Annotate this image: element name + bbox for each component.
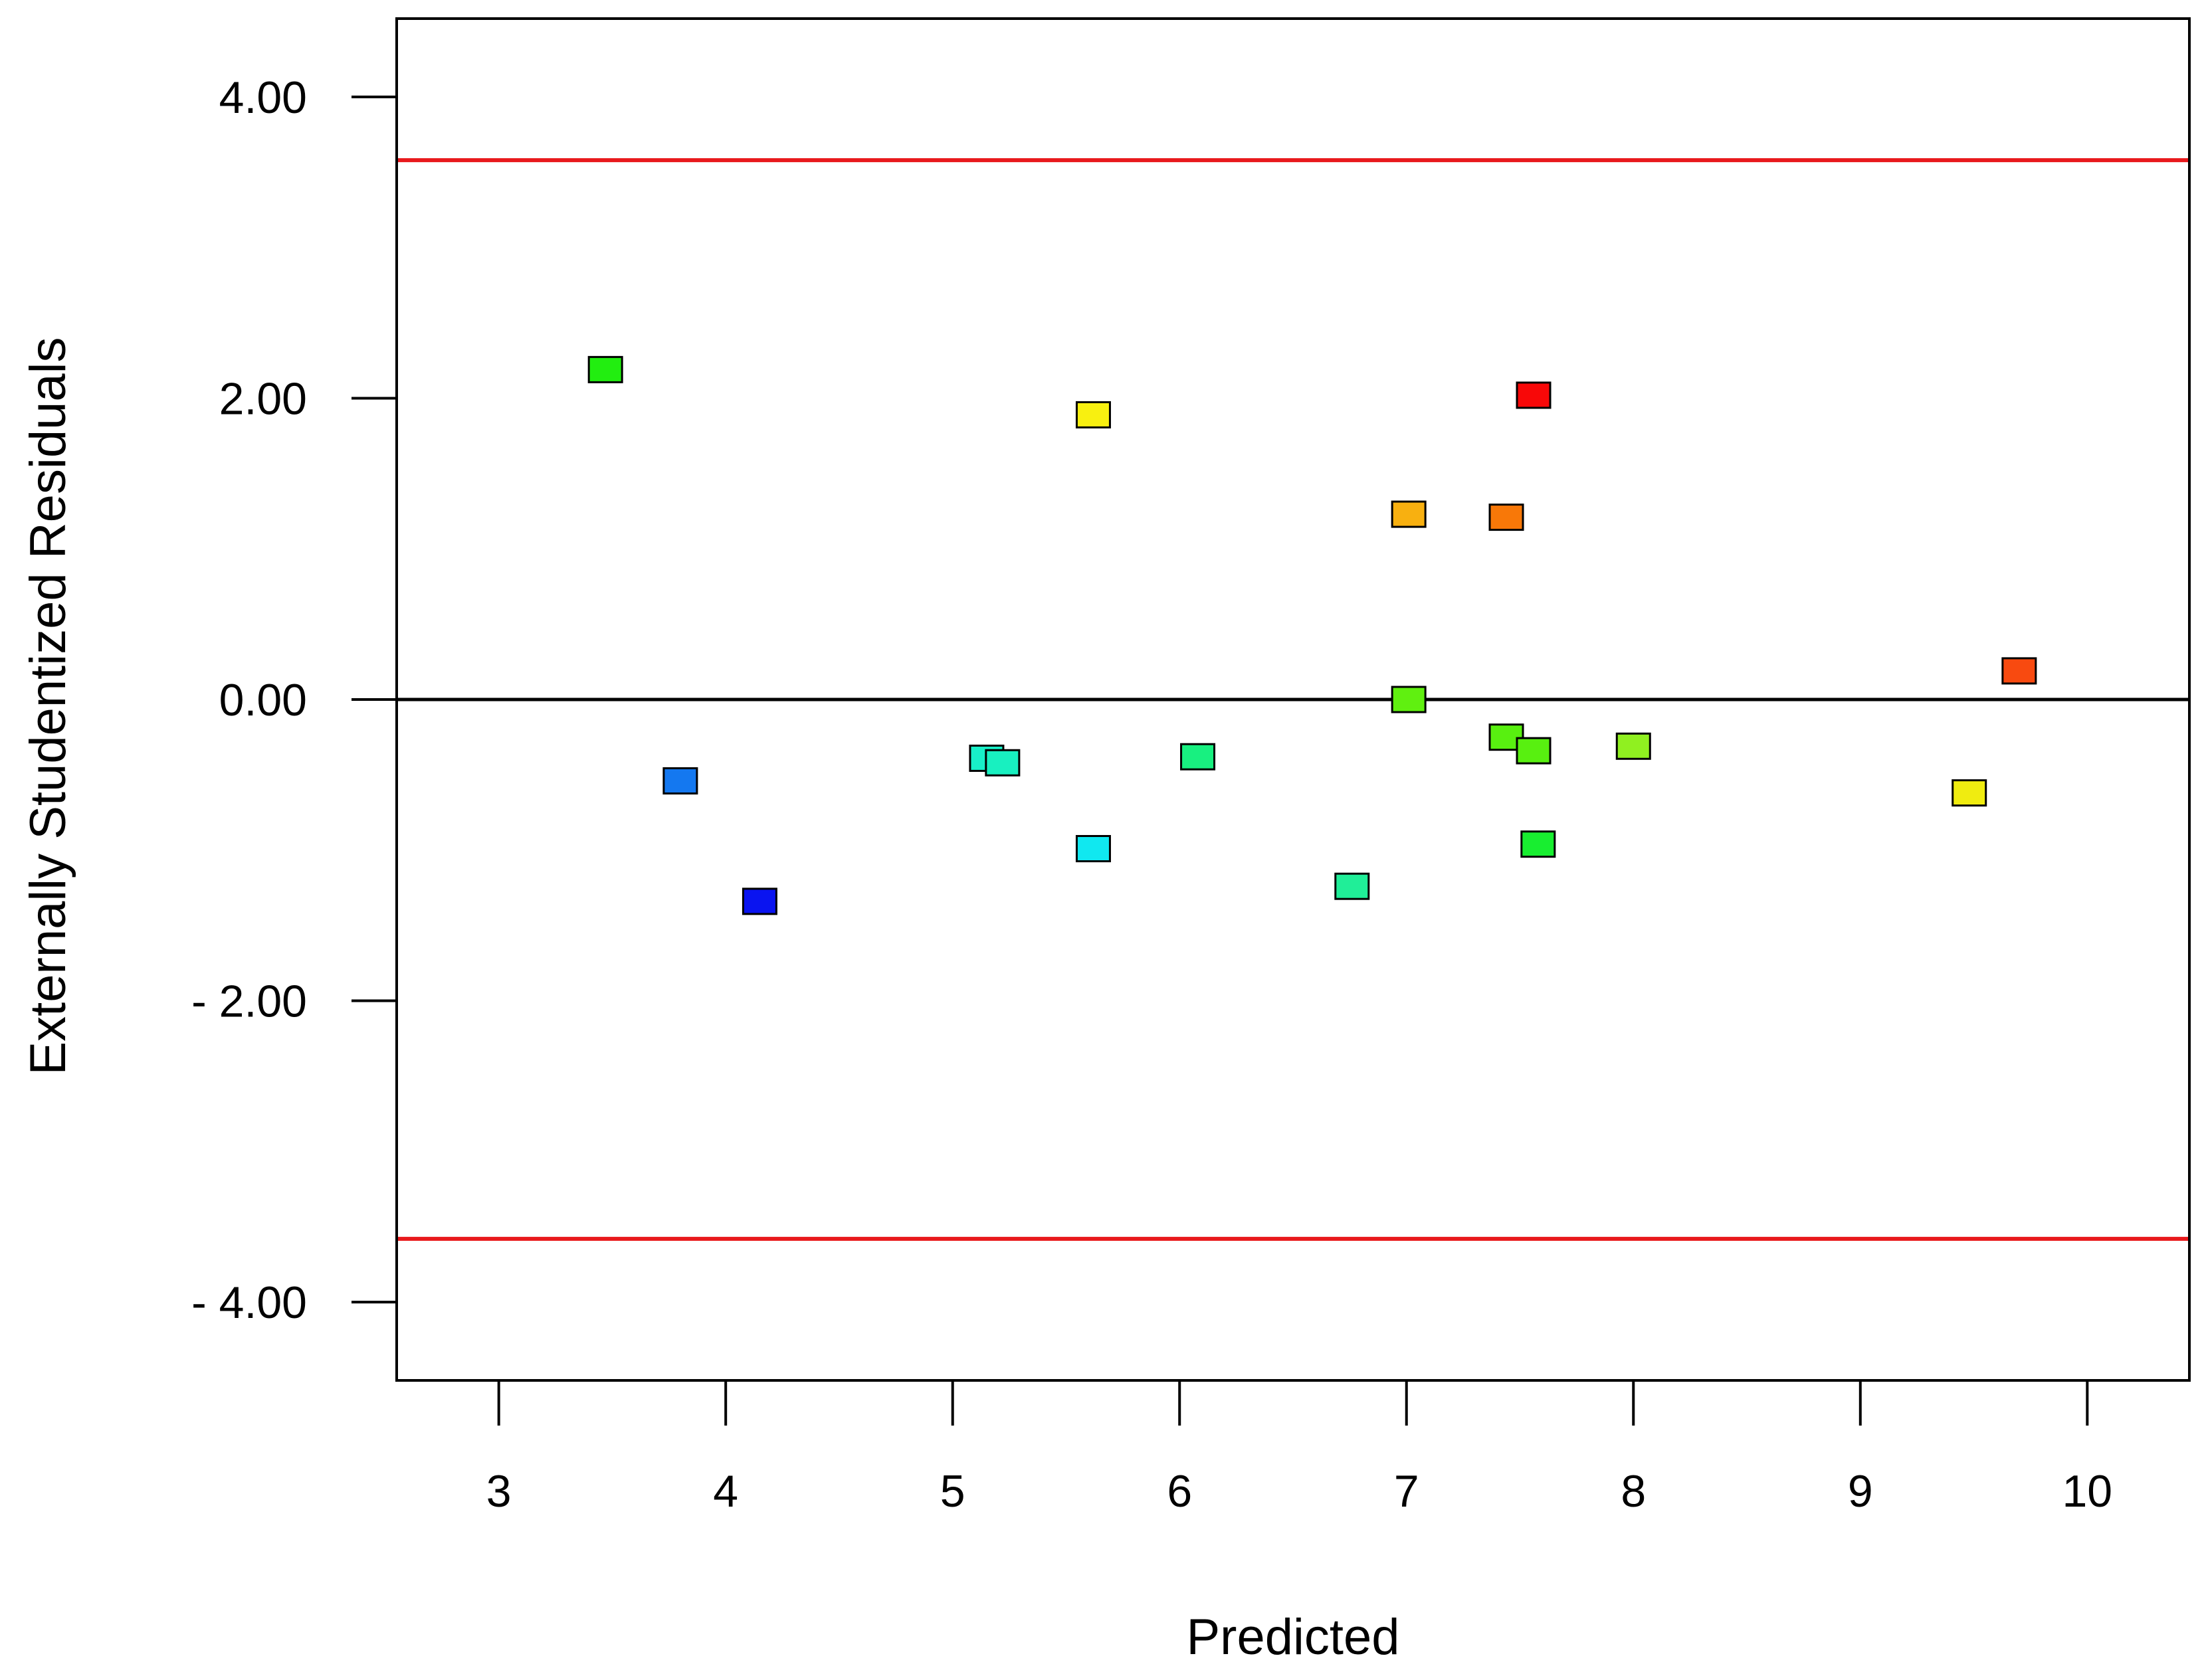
data-point xyxy=(1391,500,1427,528)
x-tick-label: 3 xyxy=(486,1466,512,1517)
y-tick-label: - 2.00 xyxy=(191,977,307,1027)
data-point xyxy=(1391,686,1427,713)
data-point xyxy=(985,749,1021,777)
x-tick-label: 10 xyxy=(2062,1466,2112,1517)
y-tick-label: 4.00 xyxy=(219,72,307,123)
data-point xyxy=(742,887,777,915)
x-tick-label: 5 xyxy=(940,1466,965,1517)
x-tick-label: 7 xyxy=(1394,1466,1419,1517)
data-point xyxy=(587,355,623,383)
data-points xyxy=(587,355,2037,915)
data-point xyxy=(1516,381,1552,409)
data-point xyxy=(662,767,698,794)
reference-lines xyxy=(397,158,2189,1241)
data-point xyxy=(1180,743,1216,771)
x-axis: 3 4 5 6 7 8 9 10 xyxy=(486,1380,2112,1517)
data-point xyxy=(2001,657,2037,685)
x-tick-label: 4 xyxy=(713,1466,738,1517)
x-axis-title: Predicted xyxy=(1186,1609,1399,1665)
data-point xyxy=(1520,830,1556,858)
x-tick-label: 6 xyxy=(1167,1466,1192,1517)
data-point xyxy=(1952,779,1987,807)
y-axis: 4.00 2.00 0.00 - 2.00 - 4.00 xyxy=(191,72,397,1328)
data-point xyxy=(1615,732,1651,760)
data-point xyxy=(1075,401,1111,428)
data-point xyxy=(1488,504,1524,531)
y-tick-label: 0.00 xyxy=(219,675,307,725)
data-point xyxy=(1075,835,1111,863)
y-axis-title: Externally Studentized Residuals xyxy=(20,337,76,1075)
x-tick-label: 8 xyxy=(1621,1466,1646,1517)
y-tick-label: - 4.00 xyxy=(191,1277,307,1328)
x-tick-label: 9 xyxy=(1848,1466,1873,1517)
data-point xyxy=(1334,872,1370,900)
y-tick-label: 2.00 xyxy=(219,373,307,424)
data-point xyxy=(1516,737,1552,765)
